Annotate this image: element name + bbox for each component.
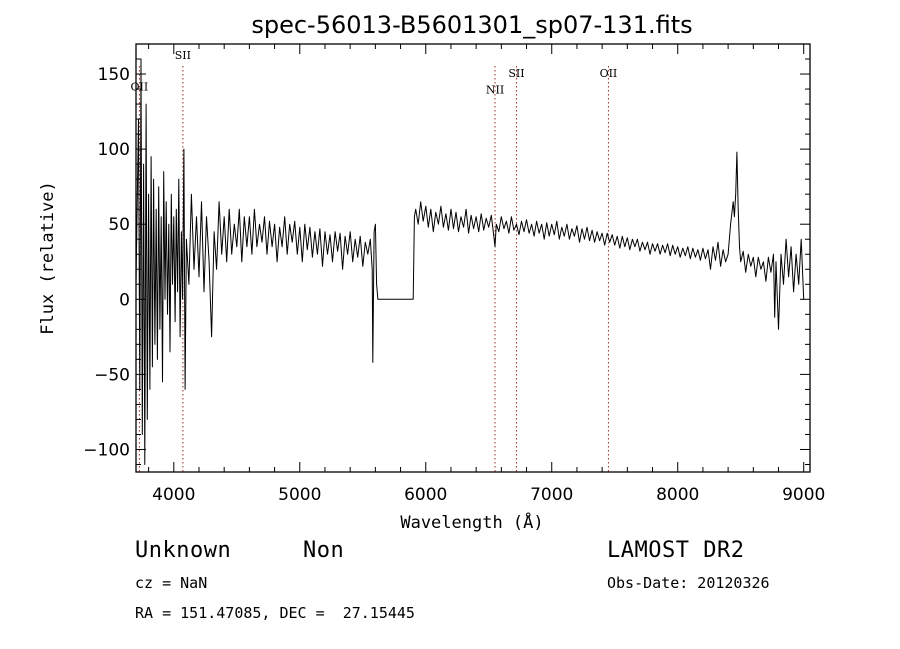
ra-dec-coordinates: RA = 151.47085, DEC = 27.15445: [135, 604, 415, 622]
spectrum-line-0: [135, 58, 805, 465]
observation-date: Obs-Date: 20120326: [607, 574, 770, 592]
x-tick-label-1: 5000: [278, 485, 321, 505]
x-axis-label: Wavelength (Å): [400, 511, 543, 533]
survey-name: LAMOST DR2: [607, 538, 745, 563]
y-axis-label: Flux (relative): [38, 181, 58, 335]
redshift-cz: cz = NaN: [135, 574, 208, 592]
y-tick-label-2: 0: [119, 290, 130, 310]
x-tick-label-4: 8000: [656, 485, 699, 505]
emission-line-label-0: OII: [131, 81, 149, 94]
chart-title: spec-56013-B5601301_sp07-131.fits: [251, 11, 692, 39]
y-tick-label-4: 100: [98, 140, 130, 160]
emission-line-label-2: NII: [486, 84, 504, 97]
x-tick-label-0: 4000: [152, 485, 195, 505]
emission-line-label-3: SII: [508, 67, 524, 80]
x-tick-label-5: 9000: [782, 485, 825, 505]
object-class: Unknown: [135, 538, 232, 563]
x-axis: 4000 5000 6000 7000 8000 9000: [148, 44, 825, 505]
x-tick-label-2: 6000: [404, 485, 447, 505]
x-tick-label-3: 7000: [530, 485, 573, 505]
y-tick-label-5: 150: [98, 65, 130, 85]
object-subclass: Non: [303, 538, 345, 563]
y-axis: −100 −50 0 50 100 150: [83, 58, 810, 465]
y-tick-label-0: −100: [83, 440, 130, 460]
emission-line-label-1: SII: [175, 49, 191, 62]
emission-lines-group: OII SII NII SII OII: [131, 49, 618, 472]
y-tick-label-3: 50: [108, 215, 130, 235]
emission-line-label-4: OII: [600, 67, 618, 80]
spectrum-series: [135, 58, 805, 465]
y-tick-label-1: −50: [94, 365, 130, 385]
